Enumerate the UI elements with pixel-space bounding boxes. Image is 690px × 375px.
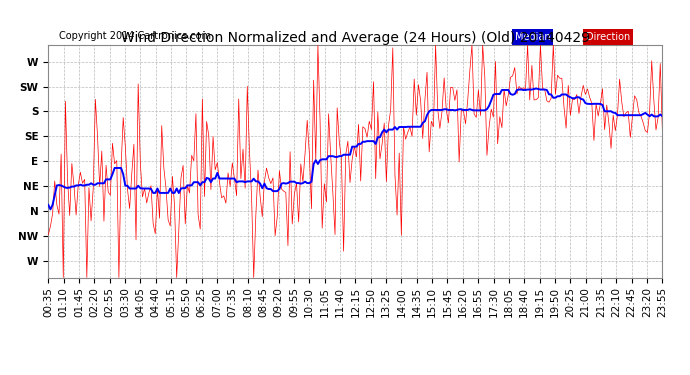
Text: Median: Median <box>515 32 551 42</box>
Title: Wind Direction Normalized and Average (24 Hours) (Old) 20140429: Wind Direction Normalized and Average (2… <box>121 31 590 45</box>
Text: Direction: Direction <box>586 32 630 42</box>
Text: Copyright 2014 Cartronics.com: Copyright 2014 Cartronics.com <box>59 32 210 41</box>
